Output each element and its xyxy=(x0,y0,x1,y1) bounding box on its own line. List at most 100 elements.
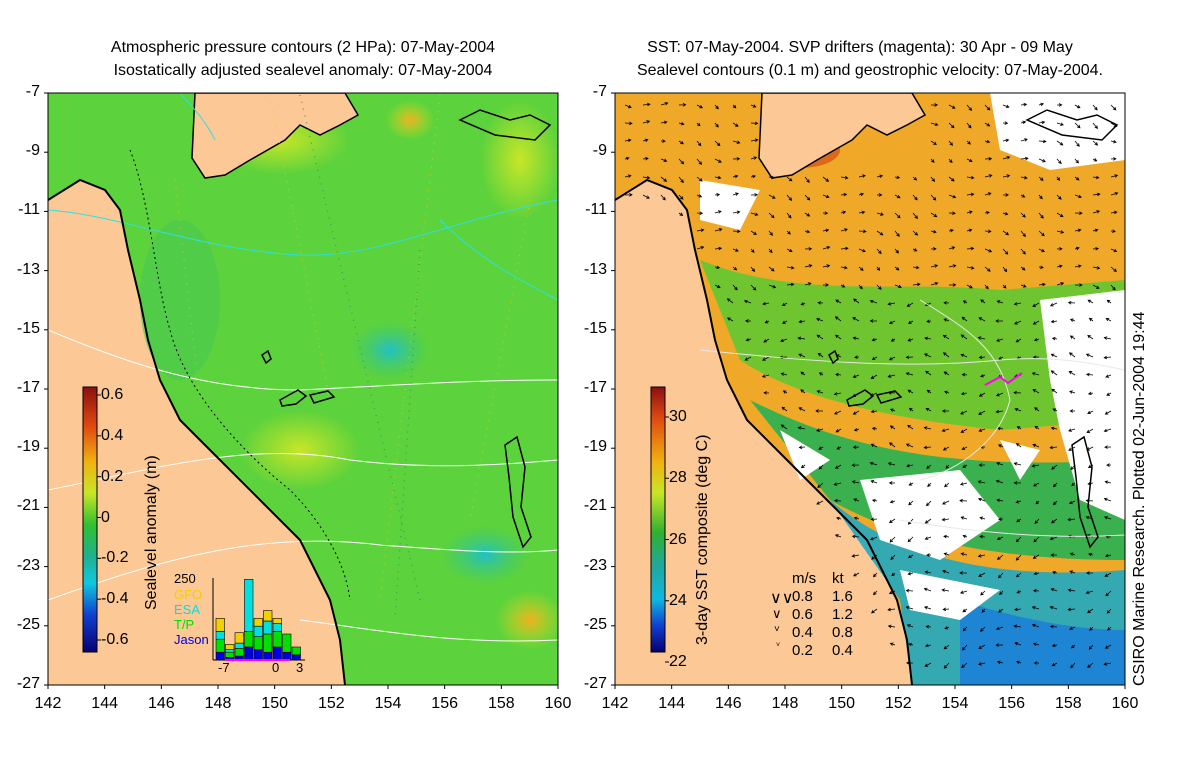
lat-tick-label-right: -27 xyxy=(583,675,607,692)
velocity-arrow xyxy=(1033,661,1040,665)
velocity-arrow xyxy=(714,158,722,163)
velocity-arrow xyxy=(1034,407,1040,412)
velocity-arrow xyxy=(660,101,669,106)
velocity-arrow xyxy=(1038,248,1046,253)
velocity-arrow xyxy=(1020,120,1027,125)
velocity-arrow xyxy=(995,319,1004,323)
velocity-arrow xyxy=(925,370,932,376)
velocity-arrow xyxy=(876,266,881,271)
velocity-arrow xyxy=(750,212,759,216)
velocity-arrow xyxy=(1016,426,1022,430)
velocity-legend-ms: 0.6 xyxy=(792,606,813,623)
velocity-arrow xyxy=(822,283,830,287)
velocity-arrow xyxy=(1038,194,1043,200)
velocity-arrow xyxy=(815,409,824,413)
left-title-line2: Isostatically adjusted sealevel anomaly:… xyxy=(113,62,493,79)
velocity-arrow xyxy=(888,518,896,524)
right-map xyxy=(615,93,1125,685)
velocity-arrow xyxy=(876,284,882,290)
velocity-arrow xyxy=(797,336,806,341)
velocity-arrow xyxy=(924,536,932,540)
velocity-arrow xyxy=(816,500,824,505)
velocity-arrow xyxy=(1002,174,1011,178)
velocity-arrow xyxy=(822,264,831,268)
colorbar-tick-label: 0 xyxy=(101,508,110,526)
velocity-arrow xyxy=(1074,211,1083,215)
velocity-arrow xyxy=(966,266,975,270)
velocity-arrow xyxy=(998,572,1004,579)
lat-tick-label-left: -25 xyxy=(16,615,40,633)
velocity-arrow xyxy=(858,266,864,271)
histogram-legend-esa: ESA xyxy=(174,602,201,617)
velocity-arrow xyxy=(1050,426,1058,431)
lon-tick-label-left: 152 xyxy=(317,695,345,712)
velocity-arrow xyxy=(764,320,770,324)
velocity-arrow xyxy=(888,320,896,325)
velocity-arrow xyxy=(1032,389,1040,394)
lon-tick-label-left: 146 xyxy=(147,695,175,712)
histogram-bar xyxy=(215,638,225,653)
velocity-arrow xyxy=(941,517,950,522)
velocity-arrow xyxy=(943,318,950,322)
velocity-arrow xyxy=(1092,266,1101,270)
plot-credit: CSIRO Marine Research. Plotted 02-Jun-20… xyxy=(1131,311,1148,686)
velocity-arrow xyxy=(1068,500,1076,505)
velocity-arrow xyxy=(1031,372,1040,376)
velocity-arrow xyxy=(1031,606,1040,610)
histogram-ymax-label: 250 xyxy=(174,571,196,586)
velocity-arrow xyxy=(1050,553,1058,557)
velocity-arrow xyxy=(1049,536,1058,541)
velocity-arrow xyxy=(822,245,831,250)
velocity-arrow xyxy=(1014,320,1022,325)
velocity-arrow xyxy=(1020,175,1028,180)
velocity-arrow xyxy=(678,194,684,200)
velocity-arrow xyxy=(1074,140,1080,147)
velocity-arrow xyxy=(744,356,752,361)
histogram-bar xyxy=(291,646,301,656)
velocity-arrow xyxy=(959,590,968,594)
velocity-arrow xyxy=(984,229,992,234)
velocity-arrow xyxy=(984,157,993,161)
velocity-arrow xyxy=(781,406,788,412)
velocity-arrow xyxy=(876,193,883,197)
velocity-arrow xyxy=(876,212,884,216)
velocity-arrow xyxy=(1069,390,1076,394)
velocity-arrow xyxy=(869,461,878,466)
velocity-legend-ms: 0.8 xyxy=(792,588,813,605)
velocity-arrow xyxy=(960,334,968,340)
colorbar-tick-label: 28 xyxy=(669,469,687,487)
velocity-arrow xyxy=(1056,122,1064,126)
velocity-arrow xyxy=(870,443,878,448)
velocity-arrow xyxy=(979,516,986,520)
velocity-arrow xyxy=(1031,623,1040,628)
histogram-bar xyxy=(272,623,282,632)
velocity-arrow xyxy=(996,660,1004,665)
velocity-arrow xyxy=(858,229,867,234)
velocity-arrow xyxy=(978,572,986,577)
velocity-arrow xyxy=(996,498,1004,503)
velocity-arrow xyxy=(1086,428,1094,433)
velocity-arrow xyxy=(804,247,813,251)
velocity-arrow xyxy=(924,518,932,524)
velocity-arrow xyxy=(1020,248,1026,255)
histogram-x-tick-label: 3 xyxy=(296,660,304,675)
velocity-arrow xyxy=(912,176,918,181)
velocity-arrow xyxy=(876,230,884,236)
axis-ticks xyxy=(44,92,1126,689)
velocity-arrow xyxy=(782,320,788,324)
velocity-arrow xyxy=(980,590,986,596)
velocity-arrow xyxy=(1013,302,1022,306)
velocity-arrow xyxy=(642,138,649,143)
velocity-arrow xyxy=(1074,246,1080,251)
velocity-arrow xyxy=(966,122,972,129)
velocity-arrow xyxy=(977,480,986,484)
velocity-arrow xyxy=(696,194,703,198)
velocity-arrow xyxy=(945,464,950,469)
velocity-arrow xyxy=(1087,662,1094,668)
velocity-arrow xyxy=(894,230,900,237)
velocity-arrow xyxy=(1092,104,1098,111)
velocity-arrow xyxy=(978,644,986,650)
velocity-arrow xyxy=(1050,319,1058,324)
velocity-arrow xyxy=(980,374,986,378)
histogram-legend-jason: Jason xyxy=(174,632,209,647)
